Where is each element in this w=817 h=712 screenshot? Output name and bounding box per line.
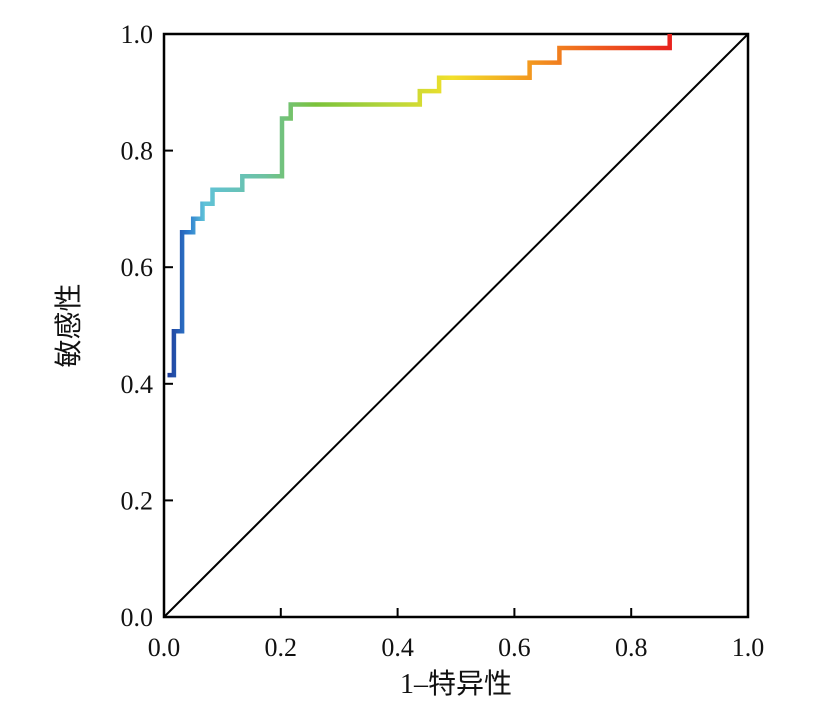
x-axis-title: 1–特异性 (400, 668, 512, 700)
y-tick-label: 0.4 (121, 370, 154, 399)
roc-curve-series-0 (167, 34, 672, 378)
reference-diagonal-line (163, 33, 749, 618)
x-tick-label: 0.6 (498, 633, 531, 662)
x-tick-label: 1.0 (732, 633, 765, 662)
x-tick-label: 0.2 (265, 633, 298, 662)
y-tick-label: 0.6 (121, 253, 154, 282)
plot-frame (162, 32, 750, 619)
x-tick-label: 0.4 (381, 633, 414, 662)
y-tick-label: 1.0 (121, 20, 154, 49)
y-tick-label: 0.0 (121, 603, 154, 632)
y-axis-title: 敏感性 (53, 283, 85, 367)
y-tick-label: 0.8 (121, 137, 154, 166)
y-tick-label: 0.2 (121, 486, 154, 515)
x-tick-label: 0.8 (615, 633, 648, 662)
x-tick-label: 0.0 (148, 633, 181, 662)
